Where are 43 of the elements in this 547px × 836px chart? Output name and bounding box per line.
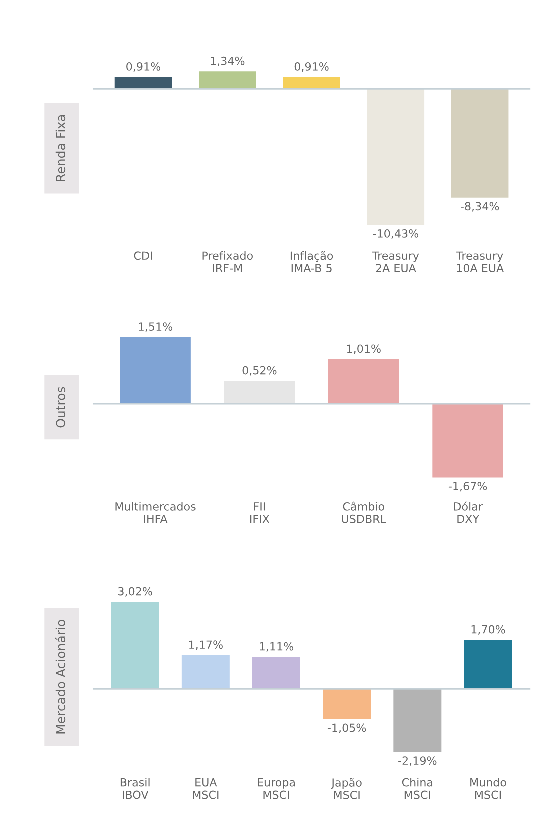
- x-tick-label: Câmbio USDBRL: [342, 502, 386, 524]
- bar: [432, 404, 504, 478]
- x-tick-label: Dólar DXY: [454, 502, 483, 524]
- x-tick-label: FII IFIX: [250, 502, 270, 524]
- data-label: 1,34%: [211, 56, 245, 66]
- data-label: 1,51%: [139, 322, 173, 332]
- x-tick-label: Treasury 10A EUA: [456, 252, 504, 273]
- data-label: 1,11%: [260, 642, 294, 652]
- data-label: -1,05%: [328, 724, 366, 734]
- bar: [120, 337, 191, 404]
- bar: [252, 657, 300, 690]
- x-tick-label: CDI: [134, 252, 152, 260]
- data-label: 1,70%: [472, 625, 506, 635]
- data-label: -1,67%: [448, 482, 488, 492]
- x-tick-label: China MSCI: [402, 778, 433, 800]
- y-axis-title: Mercado Acionário: [55, 620, 66, 734]
- x-tick-label: Treasury 2A EUA: [372, 252, 420, 273]
- x-tick-label: Brasil IBOV: [120, 778, 150, 800]
- data-label: 0,52%: [242, 366, 277, 376]
- x-tick-label: Inflação IMA-B 5: [290, 251, 334, 273]
- data-label: 1,17%: [189, 640, 223, 650]
- bar: [224, 381, 296, 404]
- x-tick-label: Japão MSCI: [331, 778, 362, 800]
- data-label: 1,01%: [347, 344, 381, 354]
- bar: [328, 359, 400, 404]
- x-tick-label: Multimercados IHFA: [116, 502, 196, 524]
- data-label: -8,34%: [460, 202, 500, 212]
- data-label: -2,19%: [398, 756, 437, 766]
- bar: [464, 640, 512, 690]
- bar: [111, 602, 160, 690]
- x-tick-label: Europa MSCI: [258, 778, 296, 800]
- data-label: -10,43%: [373, 229, 419, 240]
- bar: [394, 689, 442, 752]
- bar: [182, 655, 230, 690]
- x-tick-label: Mundo MSCI: [470, 778, 506, 800]
- data-label: 3,02%: [118, 587, 152, 597]
- x-tick-label: Prefixado IRF-M: [202, 251, 253, 272]
- x-tick-label: EUA MSCI: [193, 778, 219, 800]
- y-axis-title: Renda Fixa: [56, 115, 66, 182]
- data-label: 0,91%: [126, 62, 161, 72]
- y-axis-title: Outros: [56, 387, 66, 428]
- bar: [323, 689, 372, 720]
- data-label: 0,91%: [294, 62, 329, 72]
